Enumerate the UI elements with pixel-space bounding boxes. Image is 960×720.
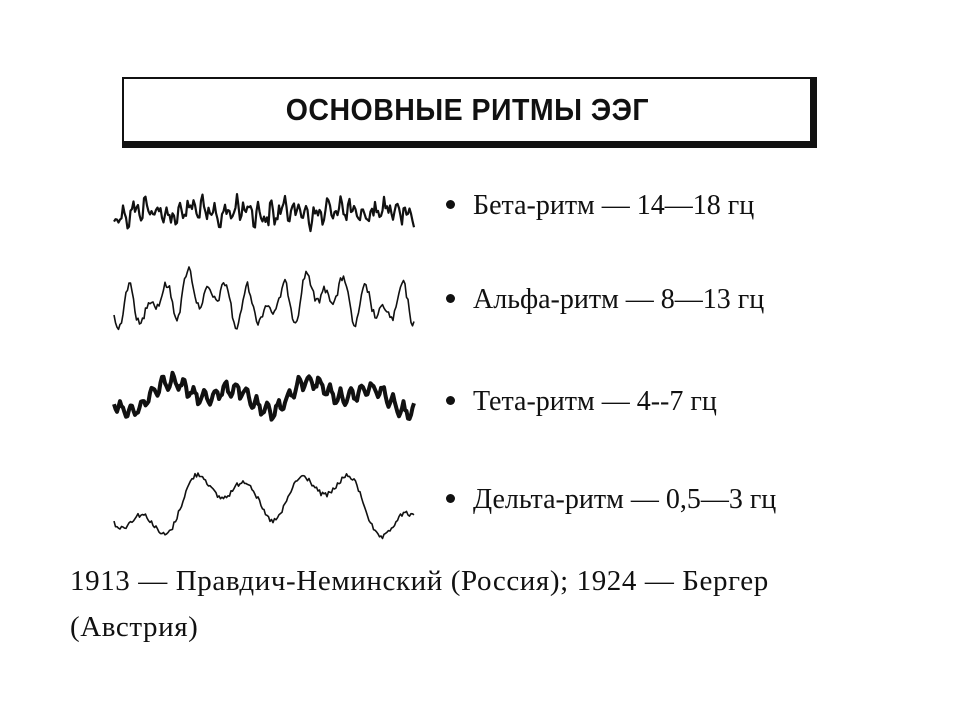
eeg-trace bbox=[113, 266, 415, 331]
rhythm-item: Тета-ритм — 4--7 гц bbox=[446, 386, 717, 418]
eeg-trace bbox=[113, 193, 416, 233]
rhythm-label: Альфа-ритм — 8—13 гц bbox=[473, 284, 765, 315]
bullet bbox=[446, 294, 455, 304]
rhythm-label: Тета-ритм — 4--7 гц bbox=[473, 386, 717, 417]
rhythm-label: Дельта-ритм — 0,5—3 гц bbox=[473, 484, 777, 515]
rhythm-item: Бета-ритм — 14—18 гц bbox=[446, 190, 754, 222]
eeg-trace bbox=[113, 472, 415, 540]
rhythm-item: Дельта-ритм — 0,5—3 гц bbox=[446, 484, 776, 516]
footnote: 1913 — Правдич-Неминский (Россия); 1924 … bbox=[70, 565, 769, 643]
rhythm-label: Бета-ритм — 14—18 гц bbox=[473, 190, 755, 221]
bullet bbox=[446, 494, 455, 504]
rhythm-item: Альфа-ритм — 8—13 гц bbox=[446, 284, 764, 316]
bullet bbox=[446, 396, 455, 406]
title: ОСНОВНЫЕ РИТМЫ ЭЭГ bbox=[285, 92, 649, 127]
title-box: ОСНОВНЫЕ РИТМЫ ЭЭГ bbox=[122, 77, 817, 148]
bullet bbox=[446, 200, 455, 210]
eeg-trace bbox=[112, 370, 416, 422]
